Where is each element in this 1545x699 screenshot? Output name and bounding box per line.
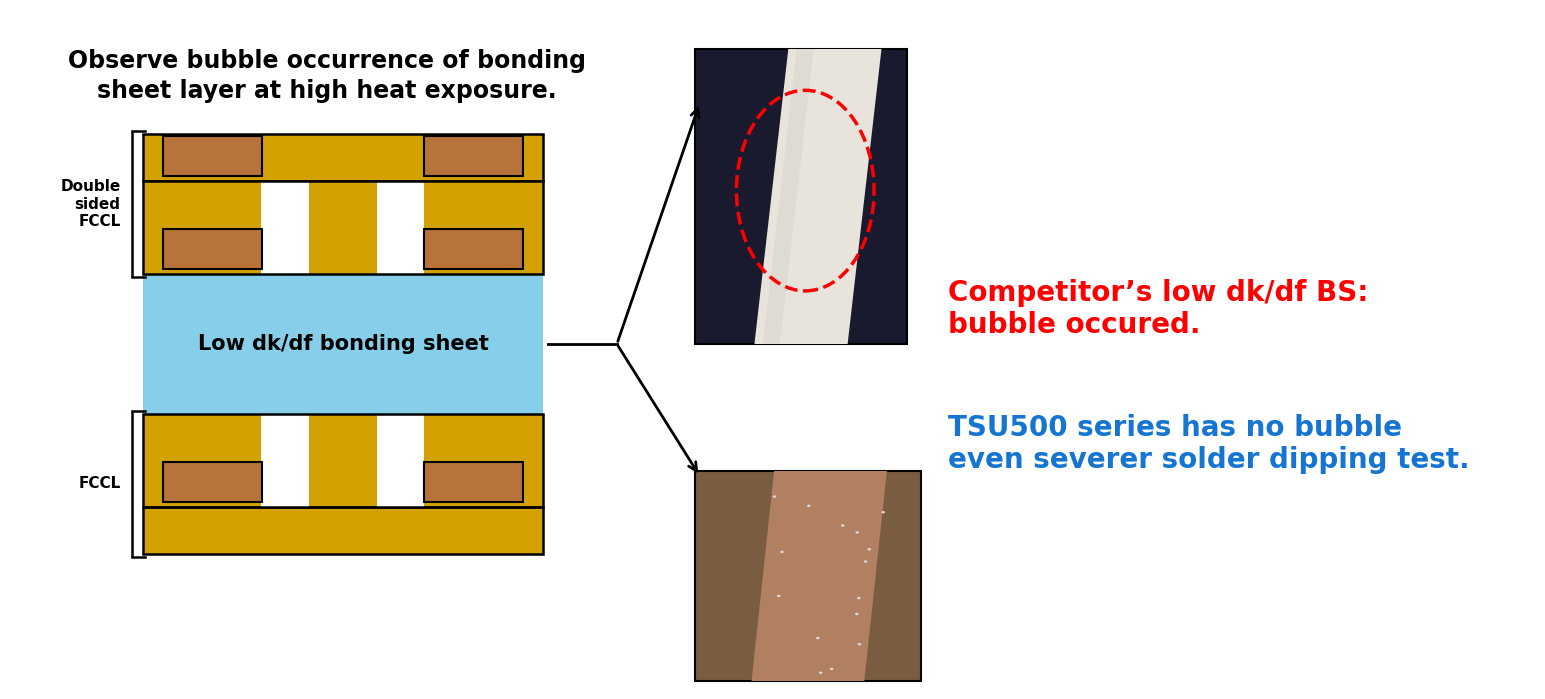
Polygon shape	[751, 471, 887, 681]
Ellipse shape	[857, 597, 861, 599]
Ellipse shape	[881, 511, 885, 514]
Ellipse shape	[780, 551, 783, 553]
Ellipse shape	[816, 637, 820, 640]
Text: Double
sided
FCCL: Double sided FCCL	[60, 179, 121, 229]
Bar	[423, 462, 522, 502]
Bar	[695, 49, 907, 344]
Ellipse shape	[856, 531, 859, 533]
Bar	[142, 274, 544, 414]
Ellipse shape	[777, 595, 780, 597]
Ellipse shape	[819, 672, 822, 674]
Ellipse shape	[840, 524, 845, 527]
Ellipse shape	[857, 643, 861, 645]
Ellipse shape	[806, 505, 811, 507]
Bar	[142, 134, 544, 181]
Bar	[695, 471, 921, 681]
Bar	[162, 229, 263, 269]
Bar	[142, 414, 544, 507]
Bar	[142, 414, 544, 507]
Ellipse shape	[830, 668, 833, 670]
Ellipse shape	[867, 548, 871, 550]
Bar	[261, 181, 309, 274]
Ellipse shape	[772, 496, 776, 498]
Polygon shape	[763, 49, 814, 344]
Polygon shape	[754, 49, 882, 344]
Ellipse shape	[864, 561, 867, 563]
Text: Low dk/df bonding sheet: Low dk/df bonding sheet	[198, 334, 488, 354]
Ellipse shape	[854, 613, 859, 615]
Bar	[142, 181, 544, 274]
Bar	[261, 414, 309, 507]
Text: Competitor’s low dk/df BS:
bubble occured.: Competitor’s low dk/df BS: bubble occure…	[949, 279, 1369, 340]
Text: FCCL: FCCL	[79, 477, 121, 491]
Bar	[162, 462, 263, 502]
Bar	[377, 414, 425, 507]
Text: TSU500 series has no bubble
even severer solder dipping test.: TSU500 series has no bubble even severer…	[949, 414, 1469, 475]
Bar	[423, 136, 522, 176]
Bar	[142, 181, 544, 274]
Bar	[423, 229, 522, 269]
Bar	[162, 136, 263, 176]
Bar	[142, 507, 544, 554]
Bar	[377, 181, 425, 274]
Text: Observe bubble occurrence of bonding
sheet layer at high heat exposure.: Observe bubble occurrence of bonding she…	[68, 49, 586, 103]
